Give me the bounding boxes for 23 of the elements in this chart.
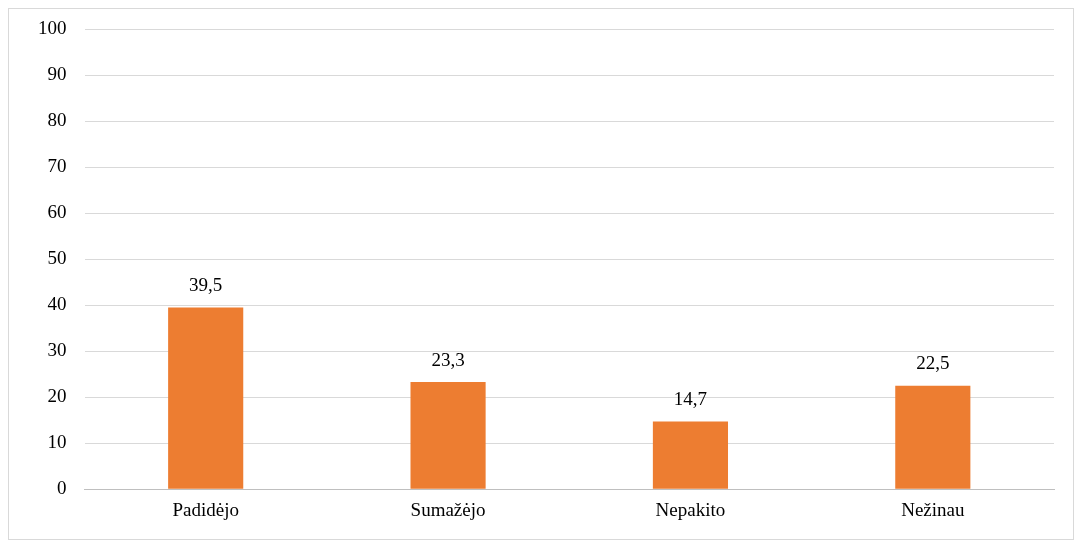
y-tick-label: 60 (47, 201, 67, 223)
x-tick-label: Nepakito (655, 498, 726, 520)
y-tick-label: 100 (38, 17, 67, 39)
data-label: 14,7 (673, 388, 708, 410)
y-tick-label: 90 (47, 63, 67, 85)
y-tick-label: 70 (47, 155, 67, 177)
bar (895, 385, 971, 489)
data-label: 23,3 (431, 348, 465, 370)
bar (652, 421, 729, 489)
y-tick-label: 20 (47, 385, 67, 407)
x-tick-label: Padidėjo (172, 498, 239, 520)
y-tick-label: 30 (47, 339, 67, 361)
y-tick-label: 50 (47, 247, 67, 269)
y-tick-label: 40 (47, 293, 67, 315)
x-tick-label: Sumažėjo (410, 498, 486, 520)
x-tick-label: Nežinau (901, 498, 965, 520)
data-label: 22,5 (916, 352, 950, 374)
y-tick-label: 0 (57, 477, 67, 499)
data-label: 39,5 (189, 274, 223, 296)
y-tick-label: 80 (47, 109, 67, 131)
bar (168, 307, 244, 489)
bar (410, 382, 486, 489)
y-tick-label: 10 (47, 431, 67, 453)
